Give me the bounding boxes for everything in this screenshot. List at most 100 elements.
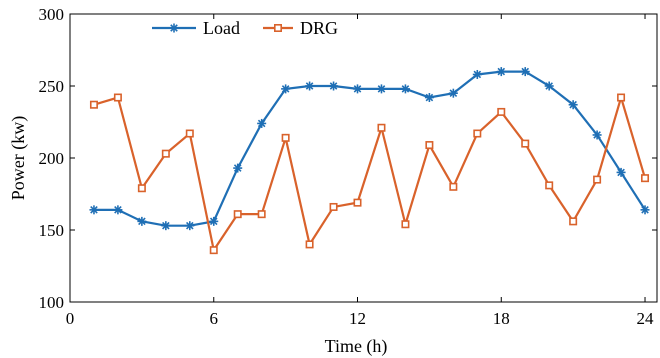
asterisk-stroke [425,93,434,102]
data-point-drg [497,107,506,116]
data-point-load [113,205,123,215]
data-point-drg [161,149,170,158]
y-tick-label: 200 [39,149,65,168]
series-drg [89,93,650,255]
asterisk-stroke [162,221,170,230]
asterisk-stroke [641,206,649,214]
asterisk-stroke [617,168,625,177]
data-point-load [496,67,506,77]
plot-frame [69,13,658,303]
x-tick-label: 18 [493,309,510,328]
legend-marker [273,23,282,32]
data-point-load [544,81,554,91]
asterisk-stroke [185,221,194,230]
data-point-drg [233,210,242,219]
data-point-load [520,67,530,77]
asterisk-stroke [170,24,178,32]
data-point-drg [401,220,410,229]
data-point-drg [569,217,578,226]
y-tick-label: 150 [39,221,65,240]
series-load [89,67,650,231]
data-point-drg [545,181,554,190]
data-point-drg [257,210,266,219]
data-point-load [592,130,602,140]
asterisk-stroke [377,85,386,93]
data-point-load [305,81,315,91]
data-point-load [568,100,578,110]
data-point-drg [353,198,362,207]
y-tick-label: 250 [39,77,65,96]
data-point-drg [449,182,458,191]
legend-marker [169,23,179,33]
y-axis-label: Power (kw) [8,116,29,200]
data-point-drg [281,133,290,142]
series-layer [89,67,650,255]
asterisk-stroke [497,67,506,76]
data-point-drg [617,93,626,102]
data-point-load [376,84,386,94]
x-tick-label: 6 [210,309,219,328]
series-line-load [93,70,646,227]
data-point-drg [209,246,218,255]
data-point-load [329,81,339,91]
data-point-load [185,221,195,231]
data-point-drg [113,93,122,102]
axes: 0 6 12 18 24 100 150 200 250 300 [39,5,658,328]
asterisk-stroke [473,70,482,79]
asterisk-stroke [305,82,314,90]
data-point-load [472,69,482,79]
data-point-drg [377,123,386,132]
asterisk-stroke [257,119,266,128]
x-tick-label: 24 [637,309,655,328]
data-point-drg [329,202,338,211]
asterisk-stroke [329,82,338,90]
legend-label-load: Load [203,18,240,38]
data-point-drg [305,240,314,249]
data-point-load [233,163,243,173]
data-point-load [424,93,434,103]
data-point-drg [137,184,146,193]
asterisk-stroke [90,206,98,214]
data-point-load [281,84,291,94]
data-point-drg [473,129,482,138]
data-point-load [448,88,458,98]
legend-item-drg: DRG [263,18,338,38]
asterisk-stroke [209,217,218,226]
y-tick-label: 100 [39,293,65,312]
data-point-drg [425,141,434,150]
legend-item-load: Load [152,18,240,38]
asterisk-stroke [545,82,553,90]
asterisk-stroke [114,206,122,214]
data-point-load [400,84,410,94]
data-point-load [89,205,99,215]
asterisk-stroke [353,85,362,93]
asterisk-stroke [401,85,410,93]
data-point-load [616,167,626,177]
x-tick-label: 0 [66,309,75,328]
legend-label-drg: DRG [300,18,338,38]
y-tick-label: 300 [39,5,65,24]
data-point-load [161,221,171,231]
asterisk-stroke [569,100,577,109]
x-tick-label: 12 [349,309,366,328]
asterisk-stroke [233,164,242,172]
x-axis-label: Time (h) [325,336,388,357]
asterisk-stroke [138,217,146,226]
asterisk-stroke [521,67,530,76]
data-point-drg [89,100,98,109]
data-point-drg [593,175,602,184]
series-line-drg [93,93,647,253]
data-point-load [209,216,219,226]
asterisk-stroke [593,131,601,139]
data-point-drg [185,129,194,138]
data-point-load [257,118,267,128]
asterisk-stroke [281,85,290,93]
legend: Load DRG [152,18,338,38]
data-point-load [640,205,650,215]
data-point-load [353,84,363,94]
data-point-drg [521,139,530,148]
data-point-drg [641,174,650,183]
asterisk-stroke [449,89,458,98]
data-point-load [137,216,147,226]
